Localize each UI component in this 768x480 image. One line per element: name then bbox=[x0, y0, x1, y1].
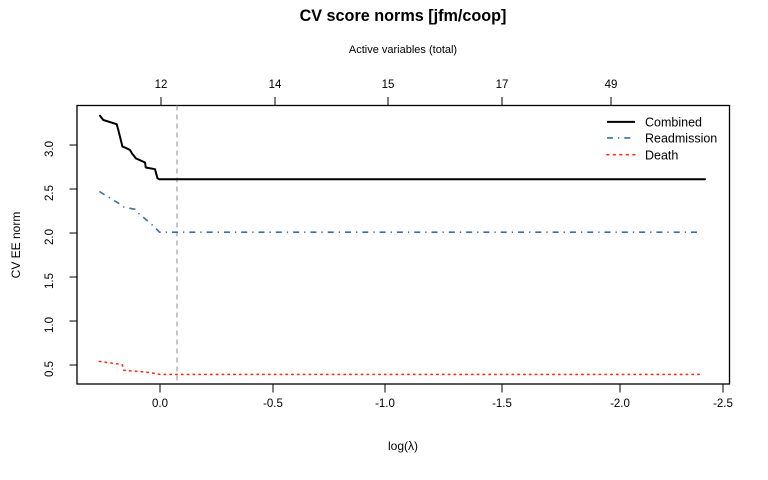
svg-text:0.0: 0.0 bbox=[152, 398, 168, 410]
svg-text:49: 49 bbox=[605, 79, 618, 91]
svg-text:log(λ): log(λ) bbox=[388, 439, 418, 453]
svg-text:2.0: 2.0 bbox=[44, 229, 56, 245]
svg-text:Active variables (total): Active variables (total) bbox=[349, 44, 457, 56]
svg-text:Combined: Combined bbox=[645, 116, 702, 130]
svg-text:1.5: 1.5 bbox=[44, 273, 56, 289]
svg-text:-1.5: -1.5 bbox=[492, 398, 512, 410]
svg-text:CV score norms [jfm/coop]: CV score norms [jfm/coop] bbox=[300, 7, 507, 25]
svg-text:Readmission: Readmission bbox=[645, 132, 717, 146]
svg-text:15: 15 bbox=[382, 79, 395, 91]
svg-text:14: 14 bbox=[269, 79, 282, 91]
svg-text:Death: Death bbox=[645, 148, 678, 162]
svg-text:CV EE norm: CV EE norm bbox=[9, 212, 23, 279]
svg-text:-1.0: -1.0 bbox=[375, 398, 395, 410]
svg-text:12: 12 bbox=[155, 79, 168, 91]
svg-text:3.0: 3.0 bbox=[44, 141, 56, 157]
svg-text:0.5: 0.5 bbox=[44, 361, 56, 377]
svg-text:2.5: 2.5 bbox=[44, 185, 56, 201]
svg-text:-2.5: -2.5 bbox=[713, 398, 733, 410]
svg-text:1.0: 1.0 bbox=[44, 317, 56, 333]
svg-text:17: 17 bbox=[496, 79, 509, 91]
svg-text:-0.5: -0.5 bbox=[263, 398, 283, 410]
svg-text:-2.0: -2.0 bbox=[610, 398, 630, 410]
